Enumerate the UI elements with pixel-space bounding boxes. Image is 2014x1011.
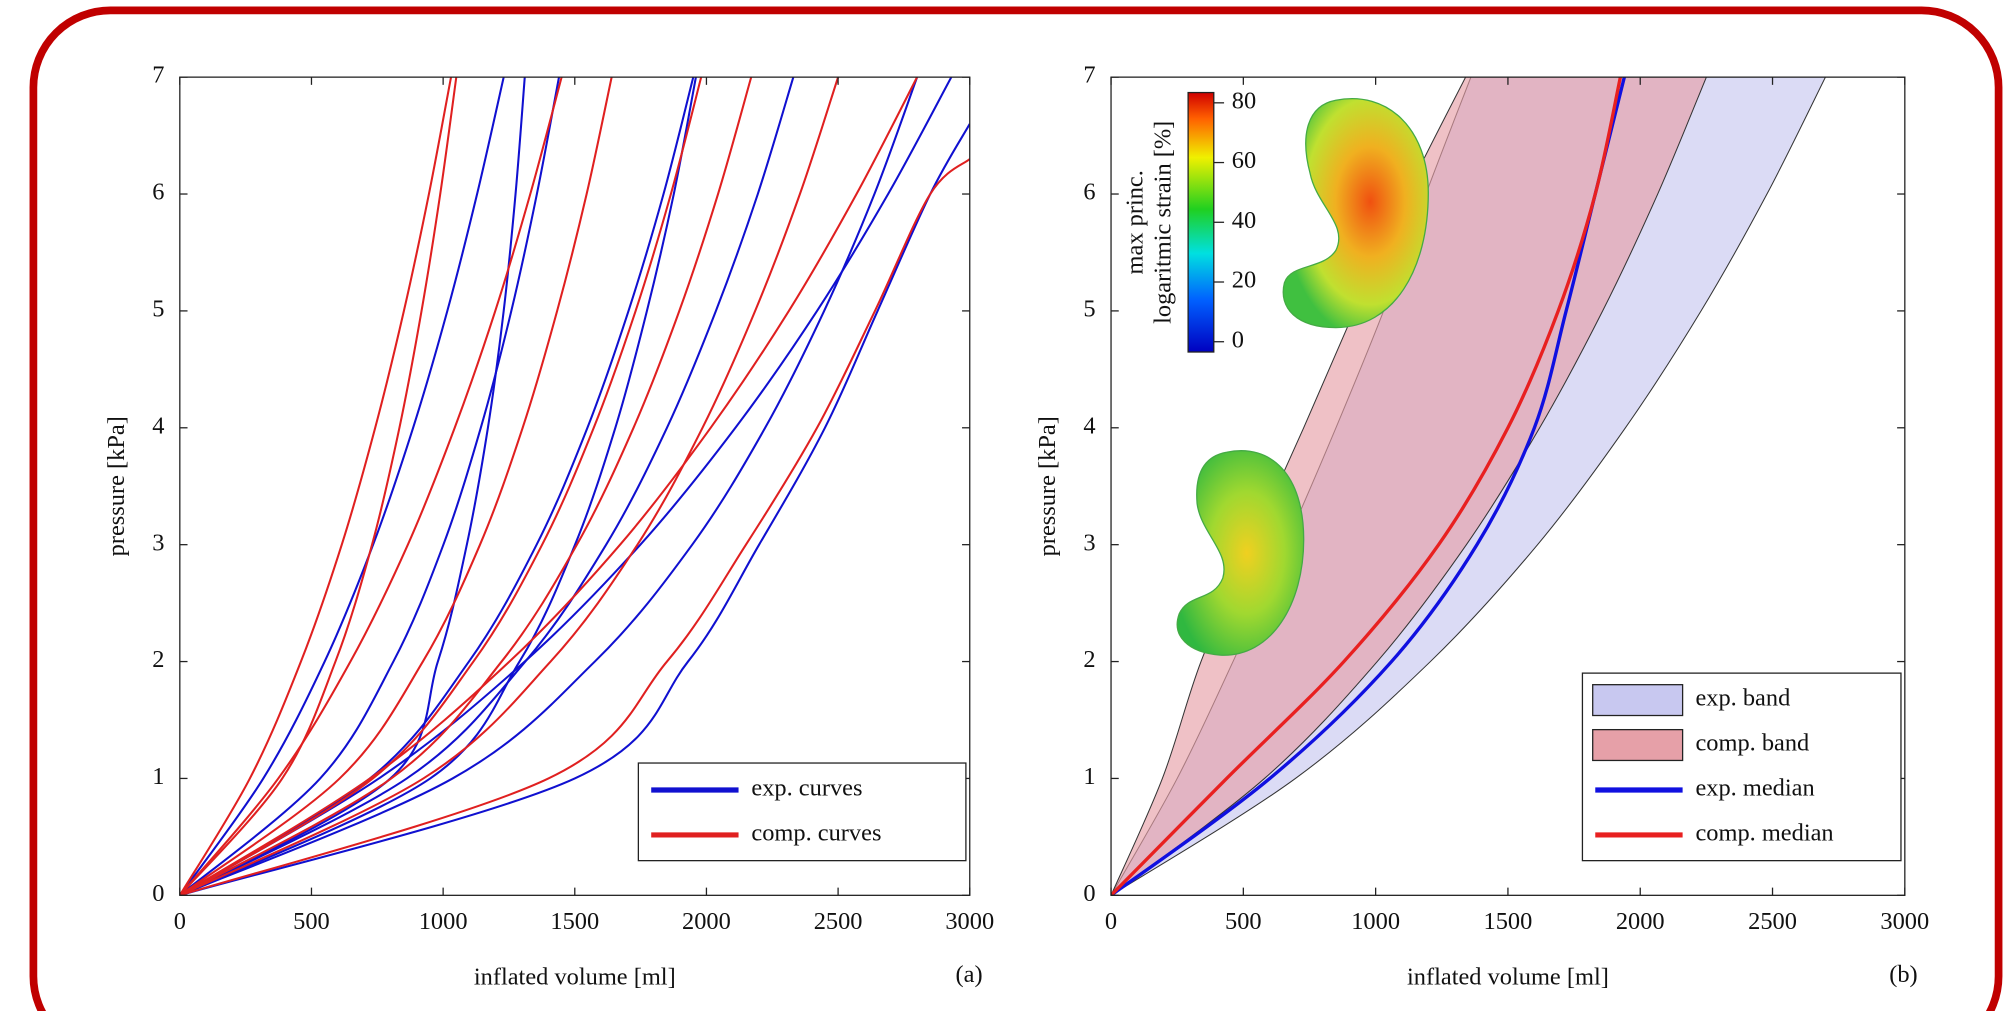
panel-label: (b) [1889,961,1917,988]
y-tick-label: 4 [1083,412,1095,439]
y-axis-label: pressure [kPa] [1034,416,1061,556]
curve [179,77,505,896]
curve [179,77,458,896]
plot-lines [1111,77,1626,896]
y-tick-label: 7 [1083,62,1095,89]
y-tick-label: 3 [152,529,164,556]
curve [179,77,953,896]
x-tick-label: 1000 [1351,908,1400,935]
curve [179,77,563,896]
x-tick-label: 500 [1225,908,1262,935]
median-line [1111,77,1623,896]
x-tick-label: 1500 [1484,908,1533,935]
curve [179,77,919,896]
band-edge [1111,77,1707,896]
curve [179,77,695,896]
kidney-deformed [1282,98,1429,329]
y-tick-label: 2 [1083,646,1095,673]
colorbar-label: logaritmic strain [%] [1150,121,1177,324]
legend-swatch [1592,728,1684,762]
y-tick-label: 2 [152,646,164,673]
legend-swatch [1592,684,1684,717]
band-edge [1111,77,1826,896]
y-tick-label: 5 [152,296,164,323]
x-tick-label: 1500 [550,908,599,935]
legend-label: comp. curves [751,820,881,847]
x-tick-label: 0 [1105,908,1117,935]
colorbar-tick-label: 20 [1232,267,1256,294]
curve [179,77,526,896]
panel-label: (a) [956,961,983,988]
x-tick-label: 3000 [945,908,994,935]
curve [179,77,703,896]
x-tick-label: 2500 [814,908,863,935]
legend-label: exp. band [1695,685,1790,712]
colorbar-tick-label: 60 [1232,147,1256,174]
y-tick-label: 6 [152,179,164,206]
curve [179,123,970,896]
x-tick-label: 3000 [1880,908,1929,935]
legend-box [637,762,967,862]
curve [179,77,453,896]
curve [179,77,919,896]
kidney-reference [1176,450,1305,656]
x-tick-label: 1000 [419,908,468,935]
x-tick-label: 2000 [682,908,731,935]
y-tick-label: 4 [152,412,164,439]
frame [29,6,2003,1011]
colorbar-tick-label: 40 [1232,207,1256,234]
curve [179,77,697,896]
y-tick-label: 6 [1083,179,1095,206]
curve [179,77,753,896]
curve [179,77,840,896]
legend-label: comp. median [1695,820,1833,847]
x-tick-label: 500 [293,908,330,935]
x-tick-label: 2000 [1616,908,1665,935]
legend-label: comp. band [1695,730,1809,757]
y-tick-label: 3 [1083,529,1095,556]
colorbar [1187,91,1215,353]
y-axis-label: pressure [kPa] [103,416,130,556]
curve [179,158,970,896]
y-tick-label: 7 [152,62,164,89]
y-tick-label: 5 [1083,296,1095,323]
legend-label: exp. median [1695,775,1814,802]
x-tick-label: 2500 [1748,908,1797,935]
x-axis-label: inflated volume [ml] [1407,963,1609,990]
colorbar-tick-label: 0 [1232,326,1244,353]
plot-lines [179,77,970,896]
colorbar-tick-label: 80 [1232,87,1256,114]
colorbar-label: max princ. [1121,170,1148,274]
y-tick-label: 1 [152,763,164,790]
x-tick-label: 0 [174,908,186,935]
x-axis-label: inflated volume [ml] [474,963,676,990]
curve [179,77,560,896]
band-area [1111,77,1707,896]
y-tick-label: 0 [152,880,164,907]
y-tick-label: 0 [1083,880,1095,907]
curve [179,77,613,896]
legend-label: exp. curves [751,775,862,802]
y-tick-label: 1 [1083,763,1095,790]
lines [179,77,1626,896]
curve [179,77,795,896]
